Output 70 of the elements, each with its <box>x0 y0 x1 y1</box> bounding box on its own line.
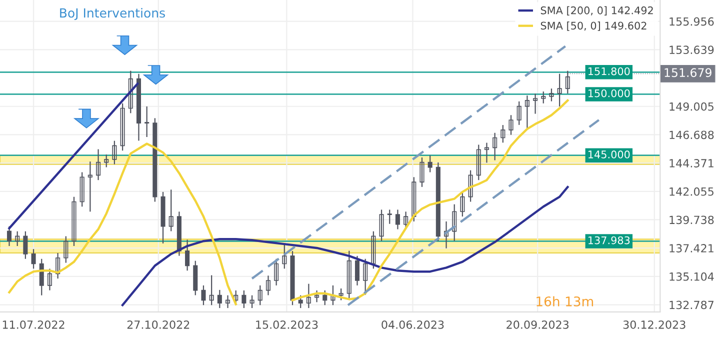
candlestick <box>346 250 352 299</box>
candlestick <box>524 94 530 129</box>
candlestick <box>379 209 384 242</box>
legend-label: SMA [200, 0] 142.492 <box>540 6 653 16</box>
candlestick <box>128 70 133 114</box>
y-tick-label: 142.055 <box>670 187 714 196</box>
candlestick <box>250 294 254 309</box>
candlestick <box>282 242 287 270</box>
candlestick <box>363 258 368 296</box>
y-tick-label: 135.104 <box>670 272 714 281</box>
candlestick <box>476 144 481 181</box>
candlestick <box>104 154 109 168</box>
candlestick <box>112 140 117 165</box>
candlestick <box>404 211 408 230</box>
candlestick <box>484 142 489 164</box>
y-tick-label: 155.956 <box>670 17 714 26</box>
annotation: BoJ Interventions <box>60 8 165 20</box>
candlestick <box>500 124 506 144</box>
candlestick <box>120 102 125 152</box>
candlestick <box>266 275 270 296</box>
candlestick <box>565 70 570 94</box>
candlestick <box>258 284 262 306</box>
candlestick <box>64 236 68 264</box>
candlestick <box>508 114 514 136</box>
x-tick-label: 11.07.2022 <box>2 320 64 329</box>
candlestick <box>88 160 92 212</box>
ref-line-label: 145.000 <box>588 150 630 158</box>
candlestick <box>314 290 320 303</box>
y-tick-label: 149.005 <box>670 102 714 111</box>
candlestick <box>468 170 473 202</box>
candlestick <box>80 172 84 208</box>
candlestick <box>549 88 554 102</box>
legend-label: SMA [50, 0] 149.602 <box>540 22 646 31</box>
y-tick-label: 146.688 <box>670 130 714 140</box>
candlestick <box>168 189 174 232</box>
ref-line-label: 150.000 <box>588 89 630 98</box>
annotation: 151.679 <box>664 68 712 78</box>
x-tick-label: 04.06.2023 <box>382 320 444 329</box>
candlestick <box>56 252 60 280</box>
candlestick <box>492 132 498 161</box>
candlestick <box>452 204 457 242</box>
candlestick <box>460 191 465 218</box>
ref-line-label: 137.983 <box>588 236 630 244</box>
y-tick-label: 139.738 <box>670 216 714 224</box>
candlestick <box>209 274 214 306</box>
candlestick <box>444 220 449 249</box>
y-tick-label: 144.371 <box>670 159 714 168</box>
x-tick-label: 30.12.2023 <box>623 320 686 329</box>
candlestick <box>96 148 101 181</box>
ref-line-label: 151.800 <box>588 67 630 76</box>
y-tick-label: 132.787 <box>670 300 714 310</box>
candlestick <box>557 73 562 107</box>
candlestick <box>47 268 52 291</box>
candlestick <box>420 156 424 188</box>
y-tick-label: 137.421 <box>670 244 714 252</box>
candlestick <box>338 288 344 301</box>
candlestick <box>306 283 311 309</box>
x-tick-label: 27.10.2022 <box>127 320 190 329</box>
candlestick <box>516 100 522 126</box>
y-tick-label: 153.639 <box>670 46 714 54</box>
candlestick <box>15 230 20 247</box>
x-tick-label: 15.02.2023 <box>256 320 318 329</box>
x-tick-label: 20.09.2023 <box>506 320 569 329</box>
candlestick <box>541 90 546 104</box>
candlestick <box>72 196 76 247</box>
candlestick <box>225 294 230 309</box>
annotation: 16h 13m <box>536 296 594 306</box>
candlestick <box>412 176 416 222</box>
candlestick <box>371 230 376 270</box>
candlestick <box>533 93 538 114</box>
